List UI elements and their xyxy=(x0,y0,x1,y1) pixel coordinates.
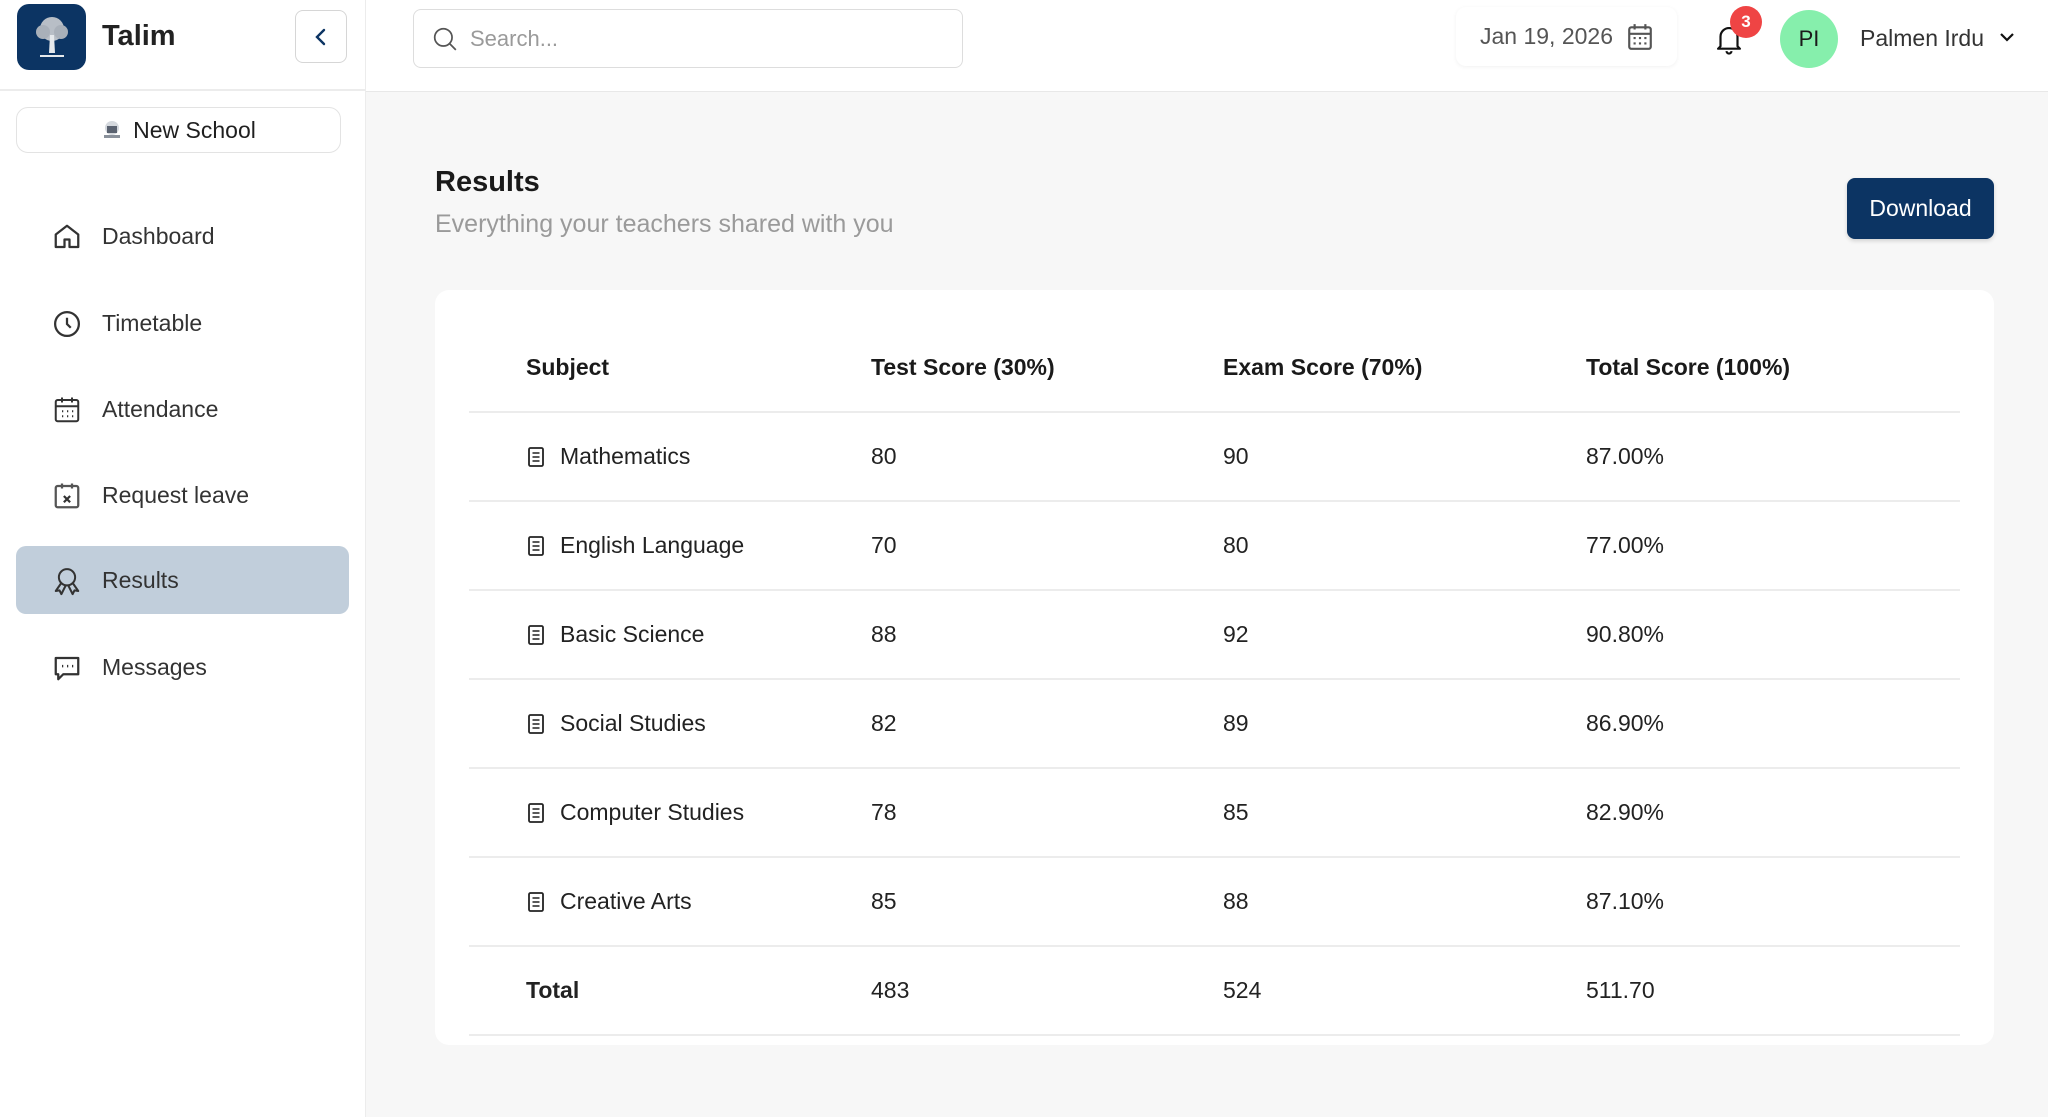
award-icon xyxy=(54,568,80,596)
sidebar-item-label: Dashboard xyxy=(102,222,215,249)
school-name: New School xyxy=(133,116,256,143)
date-picker[interactable]: Jan 19, 2026 xyxy=(1456,7,1677,66)
subject-cell: Social Studies xyxy=(469,679,871,769)
table-row: English Language 70 80 77.00% xyxy=(469,501,1960,591)
table-row: Creative Arts 85 88 87.10% xyxy=(469,857,1960,947)
subject-cell: Computer Studies xyxy=(469,768,871,858)
school-selector[interactable]: New School xyxy=(16,107,341,153)
sidebar-item-label: Request leave xyxy=(102,481,250,508)
test-score: 70 xyxy=(871,501,1223,591)
exam-score: 92 xyxy=(1223,590,1586,680)
subject-name: Computer Studies xyxy=(560,799,745,825)
table-header-row: Subject Test Score (30%) Exam Score (70%… xyxy=(469,323,1960,413)
total-score: 82.90% xyxy=(1586,768,1960,858)
document-icon xyxy=(528,891,544,912)
user-name[interactable]: Palmen Irdu xyxy=(1860,25,1985,51)
test-score: 88 xyxy=(871,590,1223,680)
subject-cell: Creative Arts xyxy=(469,857,871,947)
message-icon xyxy=(54,656,80,681)
search-box[interactable] xyxy=(413,9,963,68)
logo xyxy=(17,4,86,70)
document-icon xyxy=(528,802,544,823)
total-score: 87.10% xyxy=(1586,857,1960,947)
subject-name: Creative Arts xyxy=(560,888,692,914)
search-input[interactable] xyxy=(470,25,930,52)
subject-name: English Language xyxy=(560,532,745,558)
results-card: Subject Test Score (30%) Exam Score (70%… xyxy=(435,290,1994,1045)
collapse-sidebar-button[interactable] xyxy=(295,10,347,63)
calendar-x-icon xyxy=(54,483,80,509)
total-score: 86.90% xyxy=(1586,679,1960,769)
subject-name: Basic Science xyxy=(560,621,705,647)
school-icon xyxy=(104,121,121,138)
exam-score: 80 xyxy=(1223,501,1586,591)
column-header: Total Score (100%) xyxy=(1586,323,1960,413)
total-score: 90.80% xyxy=(1586,590,1960,680)
app-name: Talim xyxy=(102,20,176,52)
table-row: Social Studies 82 89 86.90% xyxy=(469,679,1960,769)
current-date: Jan 19, 2026 xyxy=(1479,23,1613,49)
subject-cell: English Language xyxy=(469,501,871,591)
calendar-icon xyxy=(1628,23,1652,50)
test-score: 80 xyxy=(871,412,1223,502)
chevron-down-icon[interactable] xyxy=(1998,30,2016,44)
sidebar-item-timetable[interactable]: Timetable xyxy=(16,289,349,357)
exam-score: 89 xyxy=(1223,679,1586,769)
subject-name: Social Studies xyxy=(560,710,706,736)
notification-badge: 3 xyxy=(1730,6,1762,38)
sidebar-item-results[interactable]: Results xyxy=(16,546,349,614)
table-row: Basic Science 88 92 90.80% xyxy=(469,590,1960,680)
sidebar-item-label: Results xyxy=(102,566,179,593)
page-title: Results xyxy=(435,166,540,198)
total-test-score: 483 xyxy=(871,946,1223,1036)
total-overall-score: 511.70 xyxy=(1586,946,1960,1036)
column-header: Subject xyxy=(469,323,871,413)
tree-icon xyxy=(35,17,68,57)
home-icon xyxy=(54,224,80,249)
sidebar-item-label: Attendance xyxy=(102,395,219,422)
document-icon xyxy=(528,446,544,467)
document-icon xyxy=(528,713,544,734)
table-row: Mathematics 80 90 87.00% xyxy=(469,412,1960,502)
exam-score: 85 xyxy=(1223,768,1586,858)
sidebar-item-request-leave[interactable]: Request leave xyxy=(16,461,349,529)
top-bar: Jan 19, 2026 3 PI Palmen Irdu xyxy=(366,0,2048,92)
table-row: Computer Studies 78 85 82.90% xyxy=(469,768,1960,858)
exam-score: 90 xyxy=(1223,412,1586,502)
sidebar-item-attendance[interactable]: Attendance xyxy=(16,375,349,443)
clock-icon xyxy=(54,311,80,337)
document-icon xyxy=(528,535,544,556)
total-score: 87.00% xyxy=(1586,412,1960,502)
total-label: Total xyxy=(469,946,871,1036)
total-row: Total 483 524 511.70 xyxy=(469,946,1960,1036)
subject-name: Mathematics xyxy=(560,443,691,469)
sidebar: Talim New School Dashboard Timetable Att… xyxy=(0,0,366,1117)
total-exam-score: 524 xyxy=(1223,946,1586,1036)
subject-cell: Mathematics xyxy=(469,412,871,502)
brand: Talim xyxy=(0,0,365,91)
chevron-left-icon xyxy=(315,28,326,45)
sidebar-item-label: Messages xyxy=(102,653,207,680)
calendar-icon xyxy=(54,397,80,423)
results-table: Subject Test Score (30%) Exam Score (70%… xyxy=(469,323,1960,1036)
search-icon xyxy=(433,27,457,50)
column-header: Test Score (30%) xyxy=(871,323,1223,413)
column-header: Exam Score (70%) xyxy=(1223,323,1586,413)
download-button[interactable]: Download xyxy=(1847,178,1994,239)
sidebar-item-label: Timetable xyxy=(102,309,203,336)
test-score: 85 xyxy=(871,857,1223,947)
total-score: 77.00% xyxy=(1586,501,1960,591)
exam-score: 88 xyxy=(1223,857,1586,947)
sidebar-item-messages[interactable]: Messages xyxy=(16,633,349,701)
subject-cell: Basic Science xyxy=(469,590,871,680)
avatar[interactable]: PI xyxy=(1780,10,1838,68)
test-score: 78 xyxy=(871,768,1223,858)
test-score: 82 xyxy=(871,679,1223,769)
sidebar-item-dashboard[interactable]: Dashboard xyxy=(16,202,349,270)
document-icon xyxy=(528,624,544,645)
page-subtitle: Everything your teachers shared with you xyxy=(435,210,894,238)
